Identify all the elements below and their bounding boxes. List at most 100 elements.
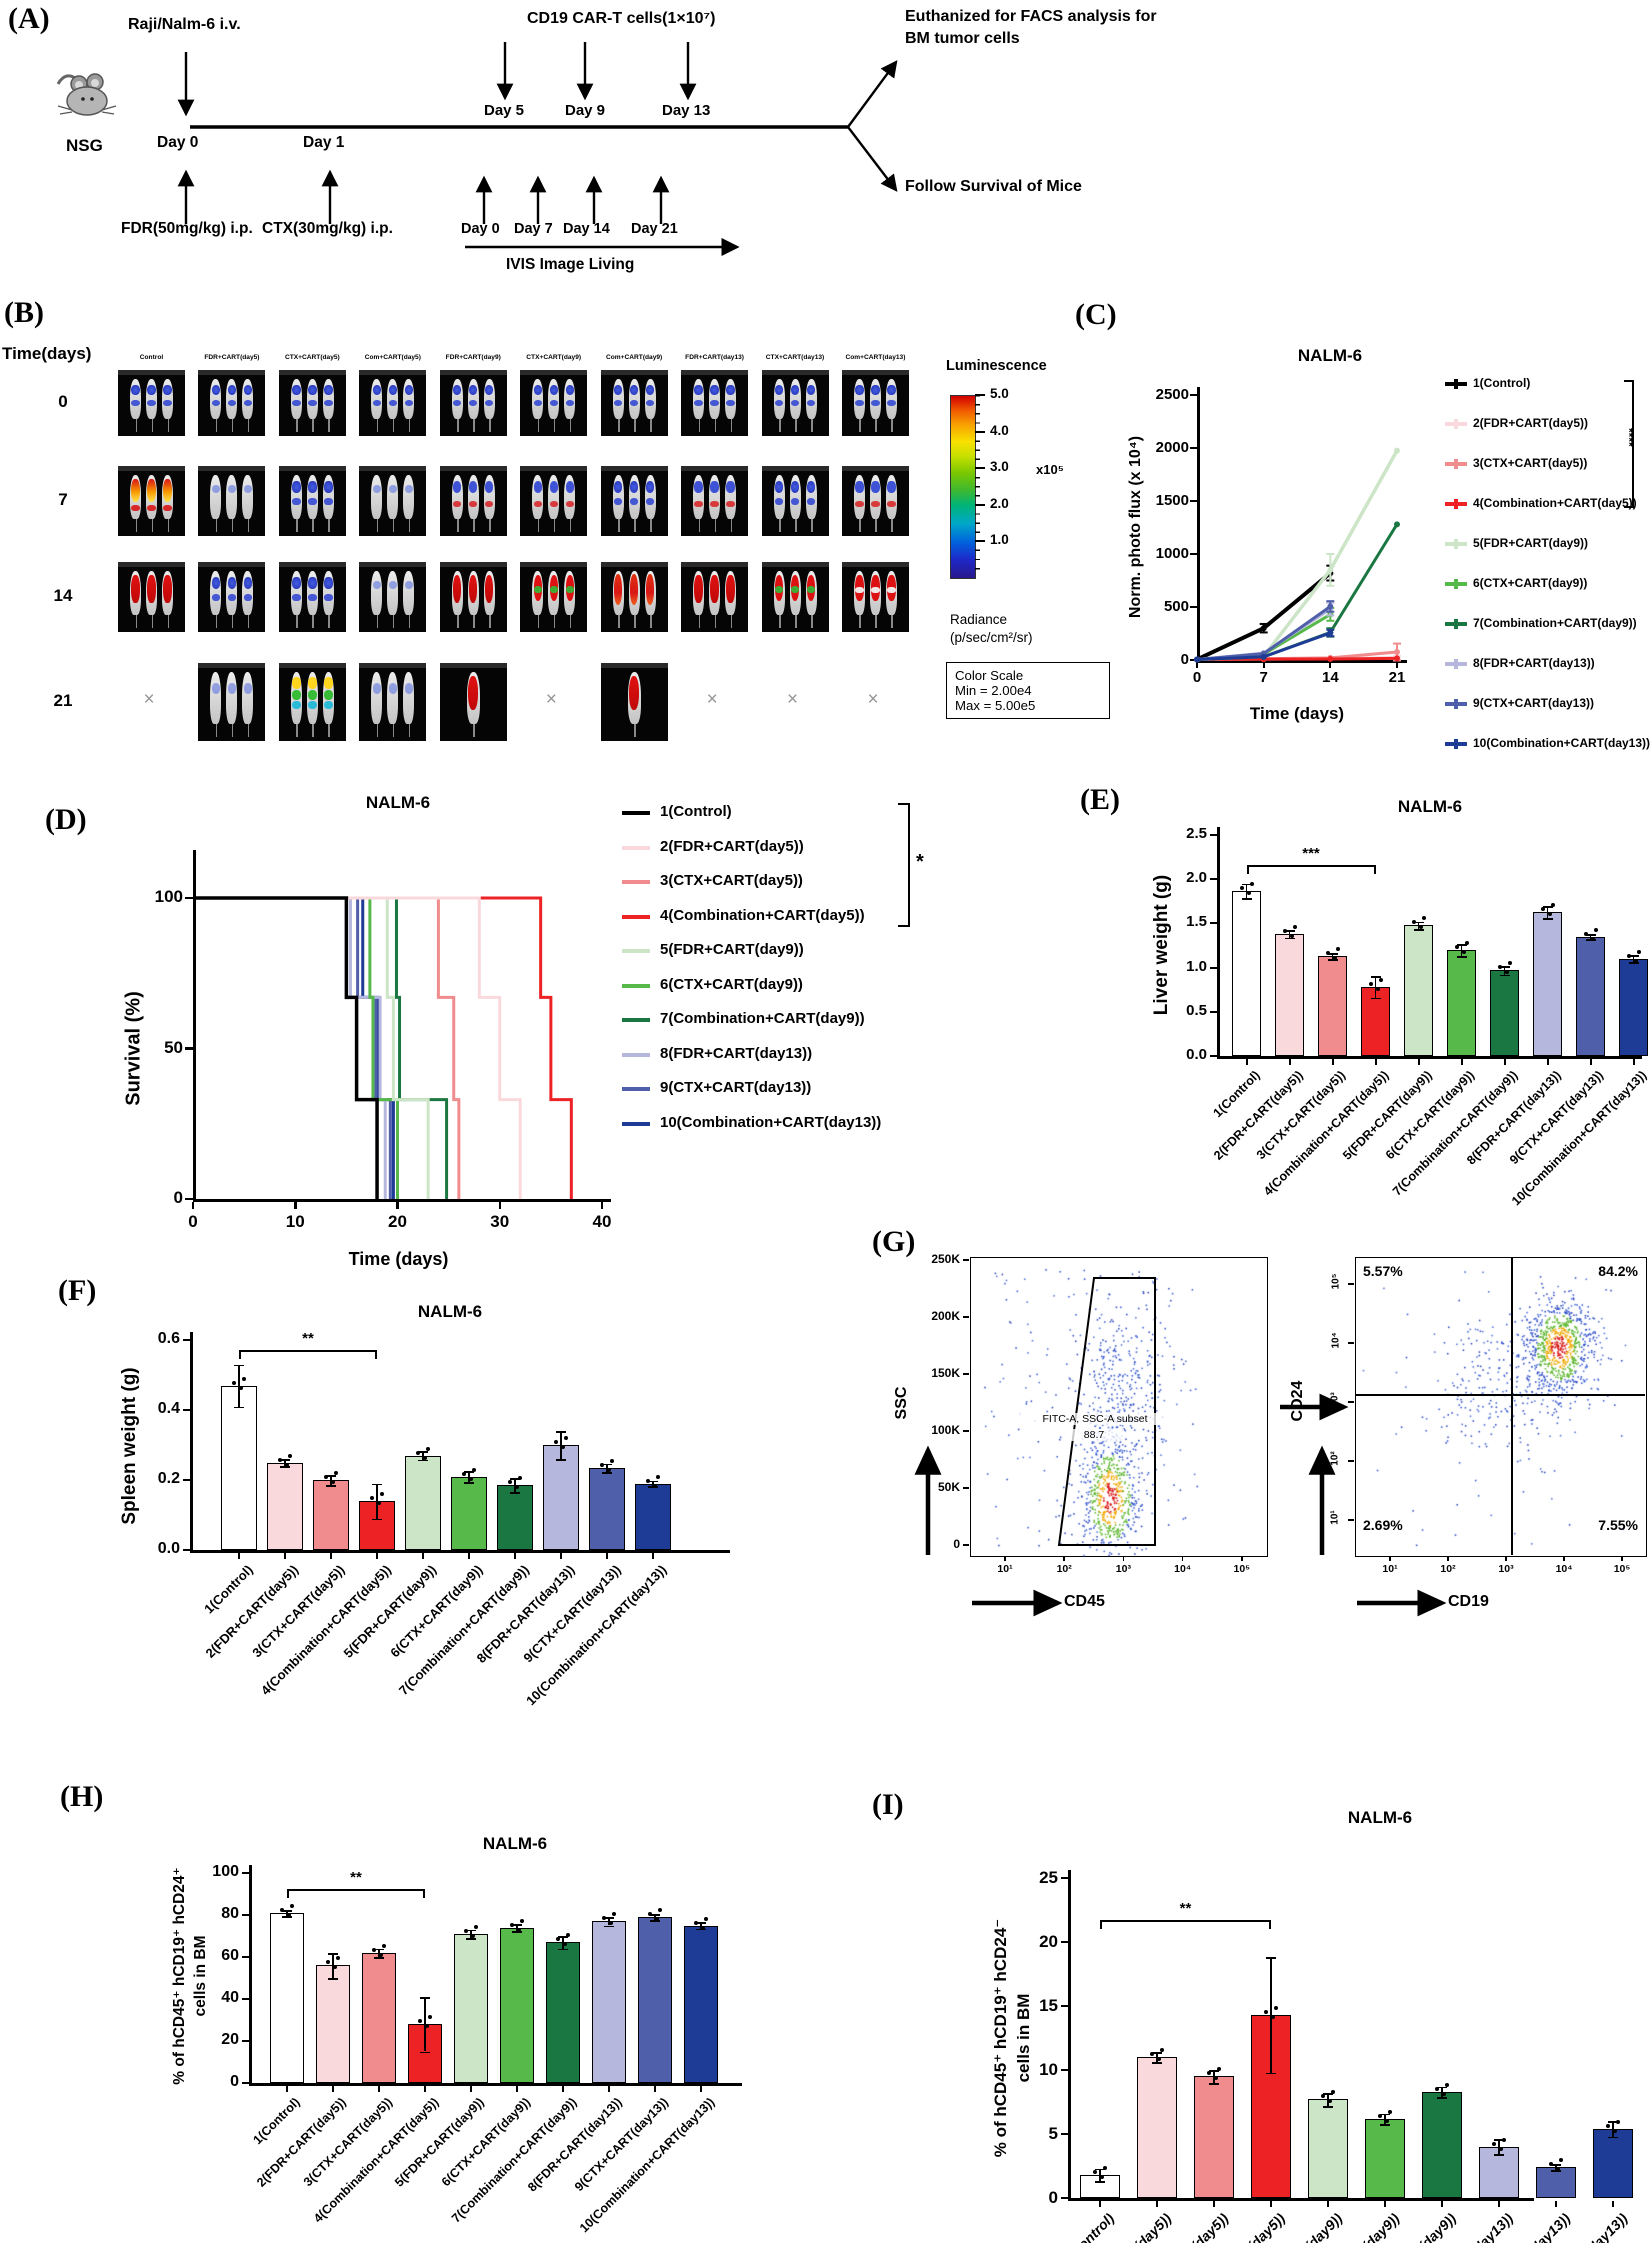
luminescence-signal <box>726 384 735 395</box>
significance-bracket <box>1269 1920 1271 1929</box>
mouse-silhouette <box>130 571 141 615</box>
significance-bracket <box>239 1350 377 1352</box>
significance-bracket <box>908 803 910 927</box>
error-bar-cap <box>696 1922 706 1925</box>
replicate-dot <box>1332 956 1337 961</box>
panel-f-label: (F) <box>58 1274 97 1307</box>
cage-top-strip <box>681 466 749 471</box>
x-axis-line <box>190 1550 730 1553</box>
error-bar <box>1270 1957 1272 2073</box>
replicate-dot <box>1150 2052 1154 2057</box>
luminescence-signal <box>871 500 880 507</box>
y-tick-label: 0 <box>173 1188 183 1207</box>
luminescence-signal <box>710 399 719 407</box>
y-tick-label: 20 <box>221 2031 239 2048</box>
mouse-silhouette <box>210 379 222 419</box>
x-tick-mark <box>700 2085 702 2092</box>
y-tick-mark <box>1348 1283 1354 1285</box>
cage-top-strip <box>761 466 829 471</box>
legend-item-label: 10(Combination+CART(day13)) <box>1473 736 1650 750</box>
mouse-silhouette <box>146 571 157 615</box>
x-tick-label: 0 <box>188 1212 198 1231</box>
mouse-tail <box>457 419 459 432</box>
replicate-dot <box>1606 2123 1610 2128</box>
error-bar <box>468 1471 470 1482</box>
luminescence-signal <box>855 500 864 507</box>
error-bar-cap <box>280 1459 290 1461</box>
mouse-silhouette <box>628 379 640 419</box>
mouse-silhouette <box>628 475 640 519</box>
cd24-axis-label: CD24 <box>1289 1380 1306 1422</box>
y-tick-mark <box>1190 394 1197 396</box>
luminescence-signal <box>629 676 640 711</box>
error-bar-cap <box>464 1471 474 1474</box>
error-bar-cap <box>696 1928 706 1931</box>
y-tick-mark <box>1061 1941 1068 1943</box>
x-tick-label: 20 <box>388 1212 407 1231</box>
x-tick-mark <box>1460 1058 1463 1065</box>
mouse-tail <box>779 419 781 432</box>
quadrant-percent-br: 7.55% <box>1598 1517 1638 1533</box>
mouse-silhouette <box>322 672 334 724</box>
luminescence-signal <box>806 481 816 493</box>
bar <box>1576 936 1605 1056</box>
bar <box>1593 2128 1633 2198</box>
panel-a-experimental-timeline: (A) <box>0 0 1650 290</box>
x-axis-title: Time (days) <box>348 1249 449 1269</box>
luminescence-signal <box>404 384 413 395</box>
y-tick-mark <box>1061 2133 1068 2135</box>
x-tick-mark <box>1374 1058 1377 1065</box>
cage-top-strip <box>520 466 588 471</box>
x-axis-line <box>1217 1056 1642 1059</box>
no-survivor-mark: × <box>787 689 799 710</box>
bar <box>589 1467 625 1550</box>
error-bar <box>1213 2070 1215 2083</box>
mouse-silhouette <box>403 379 415 419</box>
panel-b-label: (B) <box>4 296 44 329</box>
mouse-tail <box>553 519 556 532</box>
outcome-facs-line1: Euthanized for FACS analysis for <box>905 8 1157 25</box>
error-bar <box>562 1936 564 1949</box>
x-tick-mark <box>470 2085 472 2092</box>
mouse-tail <box>312 724 314 737</box>
luminescence-signal <box>613 384 623 395</box>
mouse-silhouette <box>853 379 865 419</box>
mouse-tail <box>553 419 556 432</box>
quadrant-percent-bl: 2.69% <box>1363 1517 1403 1533</box>
error-bar <box>1546 905 1549 919</box>
time-axis-label: Time(days) <box>2 344 92 363</box>
y-tick-label: 1.5 <box>1186 913 1207 931</box>
luminescence-signal <box>694 481 703 493</box>
error-bar-cap <box>1323 2105 1333 2108</box>
y-axis-title: Norm. photo flux (x 10⁴) <box>1127 435 1144 619</box>
y-tick-label: 60 <box>221 1947 239 1964</box>
legend-marker <box>622 1121 650 1126</box>
significance-bracket <box>1624 506 1634 508</box>
ivis-imaging-label: IVIS Image Living <box>506 256 635 273</box>
y-tick-label: 2.5 <box>1186 825 1207 842</box>
mouse-silhouette <box>467 475 479 519</box>
y-tick-mark <box>1210 922 1217 925</box>
mouse-silhouette <box>387 379 399 419</box>
mouse-silhouette <box>130 475 141 519</box>
panel-h-label: (H) <box>60 1780 104 1813</box>
legend-item-label: 9(CTX+CART(day13)) <box>1473 696 1595 710</box>
mouse-silhouette <box>467 379 479 419</box>
y-tick-mark <box>1348 1401 1354 1403</box>
replicate-dot <box>564 1436 568 1440</box>
panel-i-label: (I) <box>872 1788 904 1821</box>
error-bar <box>700 1922 702 1929</box>
error-bar-cap <box>280 1466 290 1468</box>
chart-title: NALM-6 <box>482 1834 548 1853</box>
luminescence-signal <box>549 399 558 407</box>
x-tick-mark <box>1555 2200 1557 2207</box>
mouse-tail <box>215 615 218 628</box>
luminescence-signal <box>533 399 542 407</box>
x-tick-label: 10⁵ <box>1233 1563 1251 1575</box>
luminescence-signal <box>726 500 735 507</box>
colorbar-multiplier: x10⁵ <box>1036 462 1064 477</box>
luminescence-signal <box>131 399 140 407</box>
significance-bracket <box>1632 380 1634 508</box>
error-bar-cap <box>282 1916 292 1918</box>
y-tick-mark <box>183 1549 190 1551</box>
